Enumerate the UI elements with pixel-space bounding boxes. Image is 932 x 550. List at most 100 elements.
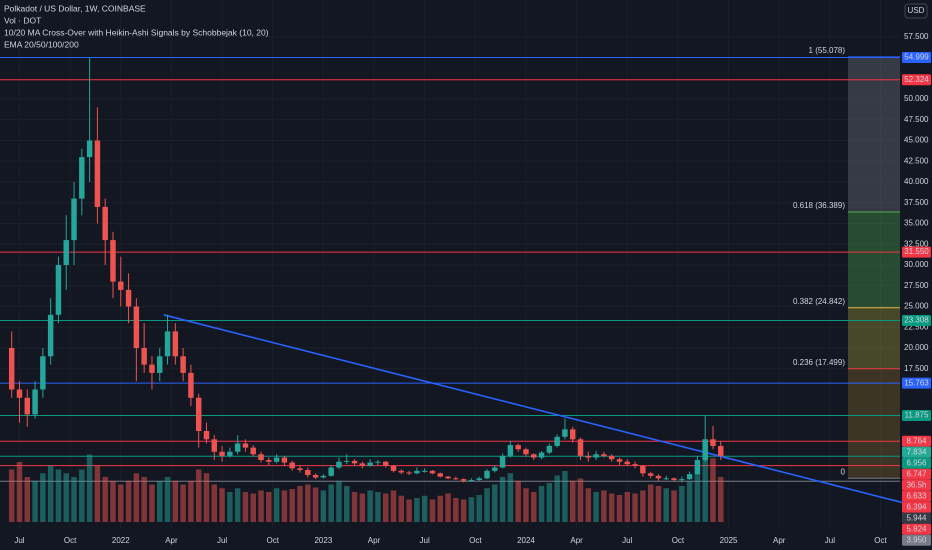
- volume-bar: [702, 447, 708, 522]
- price-tag-bg: [902, 52, 931, 64]
- volume-bar: [86, 454, 93, 522]
- volume-bar: [266, 492, 272, 522]
- volume-bar: [102, 477, 108, 522]
- volume-bar: [710, 458, 716, 522]
- candle-body: [32, 389, 38, 415]
- volume-bar: [468, 497, 475, 522]
- y-tick-label: 32.500: [904, 239, 929, 248]
- volume-bar: [133, 473, 140, 522]
- volume-bar: [484, 488, 490, 522]
- candle-body: [336, 461, 342, 468]
- volume-bar: [679, 486, 685, 522]
- volume-bar: [531, 492, 537, 522]
- indicator-label: EMA 20/50/100/200: [4, 39, 79, 49]
- fib-band: [848, 307, 900, 369]
- volume-bar: [577, 478, 584, 522]
- candle-body: [671, 478, 677, 480]
- volume-bar: [624, 492, 630, 522]
- candle-body: [359, 463, 366, 466]
- candle-body: [523, 449, 529, 455]
- volume-bar: [305, 484, 311, 522]
- fib-label: 0.618 (36.389): [793, 201, 845, 210]
- price-tag-bg: [902, 501, 931, 513]
- y-tick-label: 22.500: [904, 322, 929, 331]
- volume-bar: [640, 490, 646, 522]
- candle-body: [172, 331, 179, 357]
- candle-body: [375, 461, 381, 463]
- volume-bar: [694, 465, 701, 522]
- price-tag-bg: [902, 446, 931, 458]
- candle-body: [47, 314, 54, 357]
- candle-body: [453, 478, 459, 480]
- candle-body: [647, 473, 654, 476]
- volume-bar: [718, 477, 724, 522]
- price-tag-bg: [902, 246, 931, 258]
- candle-body: [79, 157, 85, 199]
- volume-bar: [219, 488, 225, 522]
- price-tag: 15.763: [904, 378, 929, 387]
- volume-bar: [390, 490, 397, 522]
- x-tick-label: Jul: [825, 536, 835, 545]
- volume-bar: [297, 486, 303, 522]
- volume-bar: [40, 473, 46, 522]
- volume-bar: [414, 498, 420, 522]
- price-tag: 6.747: [906, 469, 927, 478]
- candle-body: [476, 478, 482, 480]
- price-tag-bg: [902, 409, 931, 421]
- price-tag: 8.764: [906, 436, 927, 445]
- candle-body: [499, 455, 506, 468]
- candle-body: [531, 454, 537, 458]
- volume-bar: [507, 473, 514, 522]
- volume-bar: [211, 484, 218, 522]
- volume-bar: [47, 465, 54, 522]
- price-tag: 31.550: [904, 247, 929, 256]
- volume-bar: [8, 469, 15, 522]
- volume-bar: [172, 480, 179, 522]
- x-tick-label: Jul: [622, 536, 632, 545]
- candle-body: [546, 445, 553, 453]
- volume-bar: [585, 488, 592, 522]
- volume-bar: [671, 490, 677, 522]
- x-tick-label: Oct: [469, 536, 482, 545]
- currency[interactable]: USD: [908, 6, 925, 15]
- fib-band: [848, 211, 900, 308]
- volume-bar: [515, 480, 521, 522]
- candle-body: [110, 240, 116, 282]
- volume-bar: [375, 492, 381, 522]
- candle-body: [55, 265, 62, 315]
- volume-bar: [453, 498, 459, 522]
- candle-body: [63, 240, 69, 265]
- currency-box[interactable]: [904, 3, 928, 19]
- x-tick-label: Apr: [165, 536, 178, 545]
- y-tick-label: 57.500: [904, 32, 929, 41]
- volume-bar: [118, 484, 124, 522]
- chart-title: Polkadot / US Dollar, 1W, COINBASE: [4, 3, 146, 13]
- candle-body: [289, 462, 295, 469]
- volume-bar: [149, 484, 155, 522]
- countdown: 36.5h: [906, 480, 926, 489]
- volume-bar: [554, 475, 560, 522]
- price-tag-bg: [902, 512, 931, 524]
- x-tick-label: Jul: [420, 536, 430, 545]
- volume-bar: [398, 495, 405, 522]
- candle-body: [468, 479, 475, 481]
- candle-body: [157, 356, 163, 373]
- volume-bar: [312, 487, 319, 522]
- candle-body: [577, 439, 584, 456]
- volume-bar: [593, 492, 599, 522]
- y-tick-label: 47.500: [904, 115, 929, 124]
- y-tick-label: 17.500: [904, 364, 929, 373]
- volume-bar: [157, 480, 163, 522]
- price-tag: 54.999: [904, 53, 929, 62]
- candle-body: [320, 475, 327, 478]
- volume-bar: [180, 484, 186, 522]
- volume-bar: [655, 486, 662, 522]
- price-tag-bg: [902, 490, 931, 502]
- volume-bar: [141, 477, 147, 522]
- candle-body: [118, 281, 124, 290]
- y-tick-label: 35.000: [904, 219, 929, 228]
- x-tick-label: Jul: [14, 536, 24, 545]
- volume-bar: [258, 490, 264, 522]
- candle-body: [398, 470, 405, 473]
- candle-body: [484, 470, 490, 479]
